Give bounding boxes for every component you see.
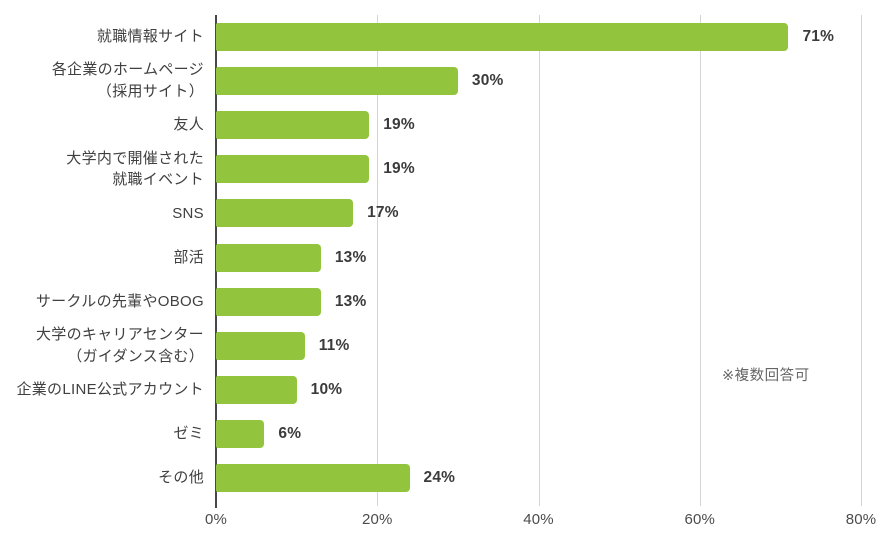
category-label: 大学内で開催された 就職イベント [66, 149, 204, 189]
bar-track: 71% [216, 15, 892, 59]
category-label: 各企業のホームページ （採用サイト） [51, 61, 204, 101]
x-tick-label: 80% [845, 511, 877, 528]
category-label: その他 [158, 469, 204, 487]
bar-track: 19% [216, 147, 892, 191]
bar-track: 11% [216, 324, 892, 368]
bar-row: 部活 13% [0, 235, 892, 279]
value-label: 17% [367, 204, 399, 222]
value-label: 71% [802, 28, 835, 46]
category-label: 就職情報サイト [96, 28, 204, 46]
bar [216, 331, 305, 360]
gridline [861, 15, 862, 506]
category-label: SNS [172, 204, 204, 222]
bar-row: その他 24% [0, 456, 892, 500]
bar-row: 友人 19% [0, 103, 892, 147]
bar-track: 24% [216, 456, 892, 500]
value-label: 10% [310, 380, 343, 398]
bar-track: 13% [216, 280, 892, 324]
bar [216, 67, 458, 96]
bar [216, 23, 789, 52]
value-label: 30% [471, 72, 504, 90]
bar-track: 10% [216, 368, 892, 412]
bar-row: 大学のキャリアセンター （ガイダンス含む） 11% [0, 324, 892, 368]
category-label: サークルの先輩やOBOG [35, 292, 204, 310]
bar [216, 199, 354, 228]
bar-track: 17% [216, 191, 892, 235]
bar-track: 6% [216, 412, 892, 456]
bar-track: 30% [216, 59, 892, 103]
value-label: 6% [278, 424, 302, 442]
bar-row: ゼミ 6% [0, 412, 892, 456]
bar-row: SNS 17% [0, 191, 892, 235]
x-tick-label: 40% [523, 511, 554, 528]
category-label: ゼミ [173, 425, 204, 443]
gridline [377, 15, 379, 506]
bar-track: 13% [216, 235, 892, 279]
bar [216, 463, 410, 492]
bar [216, 111, 370, 140]
bar-track: 19% [216, 103, 892, 147]
bar-row: 企業のLINE公式アカウント 10% [0, 368, 892, 412]
gridline [538, 15, 540, 506]
category-label: 友人 [173, 116, 204, 134]
x-tick-label: 0% [204, 511, 228, 528]
value-label: 13% [334, 248, 367, 266]
value-label: 19% [383, 160, 415, 178]
bar [216, 419, 265, 448]
category-label: 大学のキャリアセンター （ガイダンス含む） [35, 325, 204, 365]
gridline [699, 15, 701, 506]
bar-row: 就職情報サイト 71% [0, 15, 892, 59]
value-label: 11% [318, 336, 350, 354]
bar [216, 155, 370, 184]
x-tick-label: 20% [361, 511, 393, 528]
bar [216, 243, 321, 272]
value-label: 13% [334, 292, 367, 310]
category-label: 企業のLINE公式アカウント [16, 380, 204, 398]
x-tick-label: 60% [684, 511, 716, 528]
bar [216, 287, 321, 316]
bar-row: サークルの先輩やOBOG 13% [0, 280, 892, 324]
bar [216, 375, 297, 404]
bar-row: 大学内で開催された 就職イベント 19% [0, 147, 892, 191]
bar-row: 各企業のホームページ （採用サイト） 30% [0, 59, 892, 103]
bar-rows: 就職情報サイト 71% 各企業のホームページ （採用サイト） 30% 友人 19% 大学内で… [0, 15, 892, 500]
chart-note: ※複数回答可 [722, 368, 810, 384]
value-label: 19% [383, 116, 415, 134]
value-label: 24% [423, 468, 456, 486]
category-label: 部活 [173, 248, 204, 266]
